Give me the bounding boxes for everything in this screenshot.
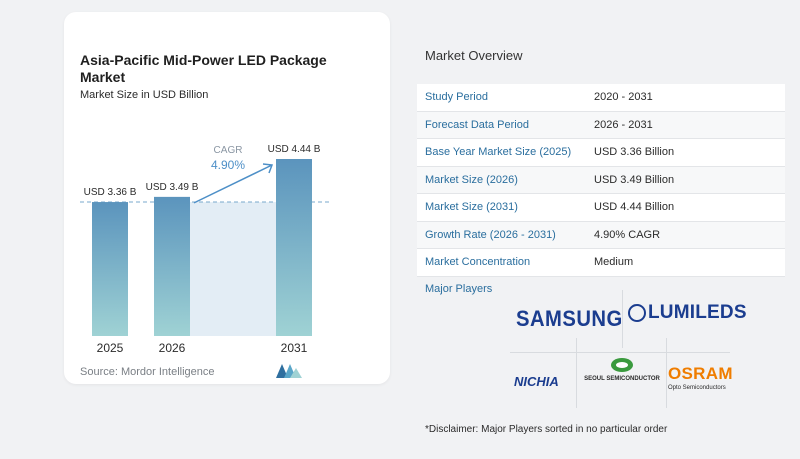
- overview-value: 2020 - 2031: [594, 91, 653, 103]
- mordor-logo-icon: [276, 364, 302, 378]
- overview-value: Medium: [594, 256, 634, 268]
- overview-label: Market Size (2031): [425, 201, 518, 213]
- category-label: 2025: [97, 341, 124, 355]
- overview-value: 4.90% CAGR: [594, 228, 661, 241]
- lumileds-logo: LUMILEDS: [628, 302, 747, 324]
- nichia-logo: NICHIA: [514, 374, 559, 389]
- overview-row: Growth Rate (2026 - 2031) 4.90% CAGR: [417, 221, 785, 249]
- logo-divider: [622, 290, 623, 348]
- bar: [92, 202, 128, 336]
- osram-logo: OSRAM Opto Semiconductors: [668, 364, 733, 391]
- overview-label: Growth Rate (2026 - 2031): [425, 228, 556, 241]
- overview-value: USD 4.44 Billion: [594, 201, 675, 213]
- cagr-value: 4.90%: [211, 158, 245, 172]
- logo-divider: [576, 338, 577, 408]
- logo-divider: [510, 352, 730, 353]
- category-label: 2031: [281, 341, 308, 355]
- overview-label: Study Period: [425, 91, 488, 103]
- overview-row: Market Size (2026) USD 3.49 Billion: [417, 166, 785, 194]
- data-label: USD 3.36 B: [84, 187, 137, 198]
- category-label: 2026: [159, 341, 186, 355]
- cagr-label: CAGR: [214, 145, 243, 156]
- data-label: USD 3.49 B: [146, 182, 199, 193]
- overview-row: Study Period 2020 - 2031: [417, 84, 785, 112]
- overview-table: Study Period 2020 - 2031 Forecast Data Pe…: [417, 84, 785, 277]
- logo-divider: [666, 338, 667, 408]
- cagr-arrow: [193, 164, 273, 204]
- osram-logo-text: OSRAM: [668, 364, 733, 383]
- seoul-semiconductor-logo: SEOUL SEMICONDUCTOR: [580, 358, 664, 382]
- overview-row: Base Year Market Size (2025) USD 3.36 Bil…: [417, 139, 785, 167]
- osram-logo-subtext: Opto Semiconductors: [668, 385, 726, 391]
- cagr-arrow-head: [262, 163, 274, 174]
- overview-label: Forecast Data Period: [425, 118, 529, 131]
- bar: [154, 196, 190, 336]
- bar-chart: USD 3.36 B 2025 USD 3.49 B 2026 USD 4.44 B 20…: [80, 144, 330, 355]
- overview-value: USD 3.49 Billion: [594, 173, 675, 186]
- overview-title: Market Overview: [425, 48, 523, 63]
- source-note: Source: Mordor Intelligence: [80, 366, 215, 378]
- overview-value: USD 3.36 Billion: [594, 146, 675, 158]
- bar: [276, 159, 312, 336]
- overview-row: Market Concentration Medium: [417, 249, 785, 277]
- data-label: USD 4.44 B: [268, 144, 321, 155]
- overview-label: Base Year Market Size (2025): [425, 146, 572, 158]
- player-logos: SAMSUNG LUMILEDS NICHIA SEOUL SEMICONDUC…: [510, 290, 747, 408]
- overview-value: 2026 - 2031: [594, 118, 653, 131]
- disclaimer: *Disclaimer: Major Players sorted in no …: [425, 424, 668, 435]
- overview-row: Forecast Data Period 2026 - 2031: [417, 111, 785, 139]
- lumileds-logo-text: LUMILEDS: [648, 302, 747, 323]
- lumileds-mark-icon: [628, 304, 646, 322]
- seoul-logo-text: SEOUL SEMICONDUCTOR: [584, 376, 660, 382]
- samsung-logo: SAMSUNG: [516, 306, 623, 331]
- chart-subtitle: Market Size in USD Billion: [80, 89, 209, 101]
- overview-label: Market Concentration: [425, 256, 531, 268]
- overview-label: Market Size (2026): [425, 173, 518, 186]
- nichia-logo-text: NICHIA: [514, 374, 559, 389]
- overview-row: Market Size (2031) USD 4.44 Billion: [417, 194, 785, 222]
- growth-band: [190, 202, 276, 336]
- chart-title: Asia-Pacific Mid-Power LED Package Marke…: [80, 52, 327, 85]
- seoul-mark-icon: [611, 358, 633, 372]
- major-players-label: Major Players: [425, 283, 493, 295]
